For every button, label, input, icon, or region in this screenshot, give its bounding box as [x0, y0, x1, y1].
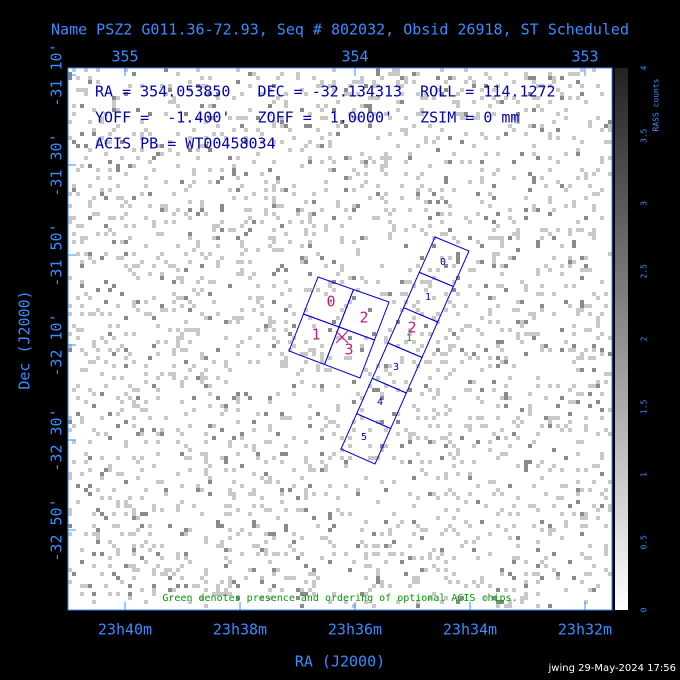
top-tick-label: 355: [111, 48, 138, 66]
colorbar-tick-label: 2: [640, 336, 649, 341]
chip-label: 0: [440, 257, 446, 268]
light-pixels: [68, 68, 612, 608]
acis-i-chips: [288, 276, 390, 379]
x-title: RA (J2000): [295, 653, 385, 671]
colorbar-tick-label: 0.5: [640, 535, 649, 550]
left-tick-label: -31 30': [48, 133, 66, 196]
title: Name PSZ2 G011.36-72.93, Seq # 802032, O…: [51, 21, 629, 39]
colorbar: [615, 68, 628, 610]
chip-label: 1: [311, 326, 320, 344]
left-tick-label: -32 10': [48, 313, 66, 376]
chip: [323, 326, 376, 379]
bottom-tick-label: 23h34m: [443, 621, 497, 639]
info-line: YOFF = -1.400' ZOFF = 1.0000' ZSIM = 0 m…: [95, 109, 519, 127]
top-tick-label: 354: [341, 48, 368, 66]
credit: jwing 29-May-2024 17:56: [548, 663, 677, 674]
chip-label: 4: [377, 397, 383, 408]
left-tick-label: -32 50': [48, 498, 66, 561]
plot-frame: [67, 67, 613, 611]
colorbar-tick-label: 1: [640, 472, 649, 477]
bottom-tick-label: 23h32m: [558, 621, 612, 639]
chip: [340, 413, 392, 465]
chip-label: 5: [361, 432, 367, 443]
chip-label: 3: [344, 341, 353, 359]
bottom-tick-label: 23h36m: [328, 621, 382, 639]
bottom-tick-label: 23h38m: [213, 621, 267, 639]
acis-s-chips: [340, 236, 470, 465]
left-tick-label: -32 30': [48, 408, 66, 471]
chip-label: 2: [407, 319, 416, 337]
colorbar-tick-label: 1.5: [640, 399, 649, 414]
left-tick-label: -31 10': [48, 43, 66, 106]
chip-label: 3: [393, 362, 399, 373]
colorbar-tick-label: 3.5: [640, 128, 649, 143]
chip-label: 2: [359, 309, 368, 327]
chip-label: 1: [425, 292, 431, 303]
info-line: ACIS PB = WT00458034: [95, 135, 276, 153]
rass-pixels: [68, 68, 612, 608]
bottom-tick-label: 23h40m: [98, 621, 152, 639]
left-tick-label: -31 50': [48, 223, 66, 286]
top-tick-label: 353: [571, 48, 598, 66]
colorbar-tick-label: 3: [640, 201, 649, 206]
colorbar-tick-label: 0: [640, 607, 649, 612]
info-line: RA = 354.053850 DEC = -32.134313 ROLL = …: [95, 83, 556, 101]
colorbar-tick-label: 2.5: [640, 264, 649, 279]
note: Green denotes presence and ordering of o…: [162, 593, 517, 604]
colorbar-tick-label: 4: [640, 65, 649, 70]
optional-chip-label: 1: [406, 333, 412, 344]
aimpoint-marker: [335, 330, 349, 344]
chip-label: 0: [326, 293, 335, 311]
y-title: Dec (J2000): [16, 290, 34, 389]
colorbar-title: RASS counts: [652, 78, 661, 131]
